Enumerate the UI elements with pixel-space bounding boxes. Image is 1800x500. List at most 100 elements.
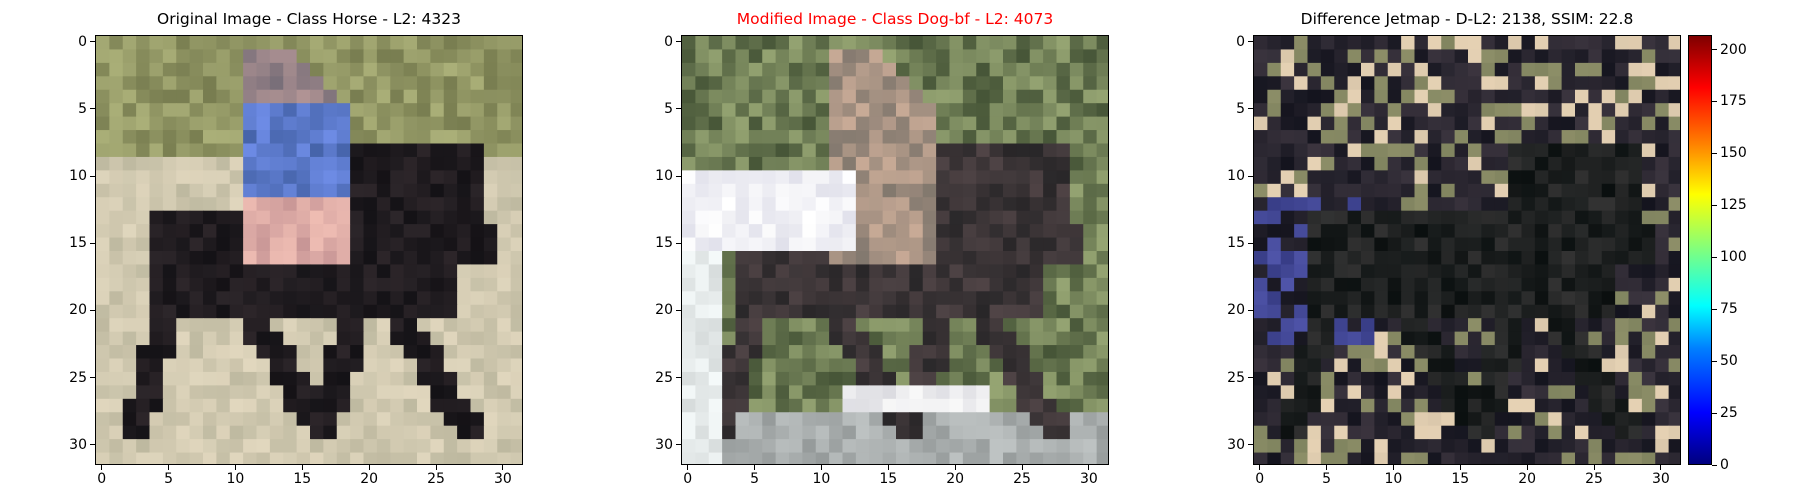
y-tick-mark [676,175,681,177]
y-tick-label: 15 [655,235,673,252]
x-tick-mark [687,465,689,470]
x-tick-label: 30 [494,471,512,487]
x-tick-label: 15 [879,471,898,487]
x-tick-mark [168,465,170,470]
colorbar-tick-label: 200 [1720,41,1747,58]
colorbar-tick-mark [1712,256,1717,258]
x-tick-label: 25 [1585,471,1603,487]
x-tick-mark [502,465,504,470]
y-tick-label: 25 [655,369,673,386]
pixel-grid [1254,36,1680,464]
x-tick-mark [1660,465,1662,470]
y-tick-label: 5 [78,100,87,117]
y-tick-mark [1248,175,1253,177]
y-tick-label: 20 [1227,302,1245,319]
y-tick-mark [676,444,681,446]
y-tick-label: 15 [1227,235,1245,252]
y-tick-mark [1248,41,1253,43]
colorbar-tick-label: 75 [1720,301,1738,318]
y-tick-label: 0 [664,33,673,50]
difference-jetmap [1253,35,1681,465]
x-tick-label: 15 [293,471,312,487]
x-tick-mark [1526,465,1528,470]
y-tick-label: 10 [69,168,87,185]
y-tick-mark [676,377,681,379]
x-tick-label: 30 [1080,471,1098,487]
y-tick-mark [1248,444,1253,446]
colorbar-tick-mark [1712,308,1717,310]
x-tick-label: 25 [427,471,445,487]
x-tick-mark [954,465,956,470]
x-tick-label: 10 [812,471,831,487]
y-tick-mark [90,175,95,177]
panel-title-difference: Difference Jetmap - D-L2: 2138, SSIM: 22… [1300,10,1634,28]
y-tick-mark [1248,377,1253,379]
y-tick-label: 0 [78,33,87,50]
x-tick-label: 20 [946,471,965,487]
original-image [95,35,523,465]
y-tick-mark [90,108,95,110]
x-tick-label: 5 [750,471,760,487]
y-tick-label: 10 [655,168,673,185]
x-tick-mark [887,465,889,470]
x-tick-mark [101,465,103,470]
x-tick-label: 0 [97,471,107,487]
y-tick-label: 5 [1236,100,1245,117]
colorbar-tick-mark [1712,464,1717,466]
x-tick-mark [435,465,437,470]
colorbar-tick-label: 0 [1720,457,1729,473]
y-tick-mark [1248,242,1253,244]
y-tick-mark [90,377,95,379]
colorbar-tick-label: 125 [1720,197,1747,214]
modified-image [681,35,1109,465]
x-tick-label: 10 [1384,471,1403,487]
y-tick-label: 10 [1227,168,1245,185]
y-tick-label: 15 [69,235,87,252]
x-tick-mark [1021,465,1023,470]
pixel-grid [682,36,1108,464]
x-tick-mark [1326,465,1328,470]
colorbar-tick-label: 25 [1720,405,1738,422]
x-tick-mark [368,465,370,470]
colorbar-tick-mark [1712,49,1717,51]
x-tick-label: 20 [1518,471,1537,487]
y-tick-mark [90,444,95,446]
colorbar-tick-mark [1712,204,1717,206]
y-tick-label: 5 [664,100,673,117]
x-tick-label: 25 [1013,471,1031,487]
x-tick-mark [1392,465,1394,470]
x-tick-mark [754,465,756,470]
y-tick-mark [676,309,681,311]
x-tick-mark [1459,465,1461,470]
x-tick-label: 30 [1652,471,1670,487]
y-tick-mark [90,242,95,244]
x-tick-label: 5 [1322,471,1332,487]
x-tick-mark [1259,465,1261,470]
x-tick-label: 10 [226,471,245,487]
y-tick-label: 25 [69,369,87,386]
y-tick-mark [1248,108,1253,110]
y-tick-mark [90,309,95,311]
y-tick-mark [1248,309,1253,311]
y-tick-label: 25 [1227,369,1245,386]
y-tick-label: 20 [69,302,87,319]
colorbar-tick-label: 100 [1720,249,1747,266]
colorbar-tick-label: 175 [1720,93,1747,110]
y-tick-mark [676,41,681,43]
panel-title-original: Original Image - Class Horse - L2: 4323 [157,10,461,28]
colorbar-tick-mark [1712,412,1717,414]
colorbar-tick-label: 50 [1720,353,1738,370]
colorbar-tick-mark [1712,360,1717,362]
x-tick-mark [234,465,236,470]
pixel-grid [96,36,522,464]
colorbar [1688,35,1712,465]
colorbar-tick-mark [1712,100,1717,102]
x-tick-mark [1593,465,1595,470]
y-tick-label: 30 [1227,436,1245,453]
colorbar-tick-label: 150 [1720,145,1747,162]
y-tick-label: 0 [1236,33,1245,50]
x-tick-label: 5 [164,471,174,487]
colorbar-tick-mark [1712,152,1717,154]
x-tick-mark [820,465,822,470]
y-tick-mark [676,242,681,244]
